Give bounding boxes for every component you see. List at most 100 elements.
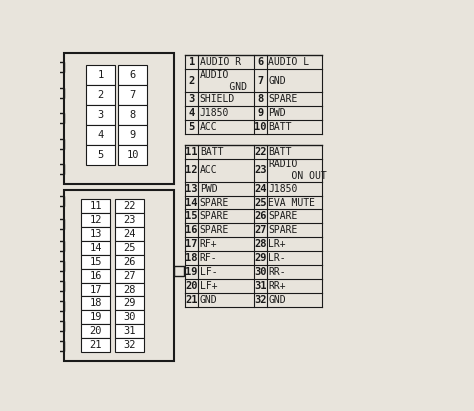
Text: RR+: RR+ bbox=[268, 281, 286, 291]
Text: 16: 16 bbox=[185, 225, 198, 235]
Bar bbox=[55, 196, 64, 206]
Text: 5: 5 bbox=[189, 122, 195, 132]
Text: RR-: RR- bbox=[268, 267, 286, 277]
Text: SPARE: SPARE bbox=[268, 225, 298, 235]
Text: 15: 15 bbox=[90, 257, 102, 267]
Text: 32: 32 bbox=[124, 340, 136, 350]
Text: 2: 2 bbox=[189, 76, 195, 86]
Bar bbox=[81, 227, 110, 241]
Text: 31: 31 bbox=[124, 326, 136, 336]
Text: 22: 22 bbox=[124, 201, 136, 211]
Text: ACC: ACC bbox=[200, 122, 218, 132]
Text: 9: 9 bbox=[130, 130, 136, 140]
Text: 20: 20 bbox=[185, 281, 198, 291]
Bar bbox=[64, 190, 174, 361]
Bar bbox=[115, 310, 145, 324]
Bar bbox=[81, 338, 110, 352]
Bar bbox=[81, 241, 110, 255]
Text: GND: GND bbox=[268, 76, 286, 86]
Text: 6: 6 bbox=[257, 58, 264, 67]
Bar bbox=[55, 301, 64, 311]
Text: 29: 29 bbox=[124, 298, 136, 308]
Text: SHIELD: SHIELD bbox=[200, 95, 235, 104]
Text: 25: 25 bbox=[254, 198, 266, 208]
Text: AUDIO
     GND: AUDIO GND bbox=[200, 70, 247, 92]
Text: 6: 6 bbox=[130, 70, 136, 80]
Bar bbox=[115, 338, 145, 352]
Text: 1: 1 bbox=[189, 58, 195, 67]
Text: 18: 18 bbox=[185, 253, 198, 263]
Text: SPARE: SPARE bbox=[200, 211, 229, 222]
Text: 17: 17 bbox=[90, 284, 102, 295]
Text: 19: 19 bbox=[185, 267, 198, 277]
Bar bbox=[55, 341, 64, 351]
Bar bbox=[55, 164, 64, 174]
Bar bbox=[118, 125, 147, 145]
Text: 13: 13 bbox=[185, 184, 198, 194]
Bar bbox=[115, 227, 145, 241]
Text: 12: 12 bbox=[90, 215, 102, 225]
Text: 22: 22 bbox=[254, 147, 266, 157]
Text: 11: 11 bbox=[185, 147, 198, 157]
Text: 7: 7 bbox=[257, 76, 264, 86]
Text: 13: 13 bbox=[90, 229, 102, 239]
Text: 16: 16 bbox=[90, 271, 102, 281]
Bar bbox=[55, 88, 64, 98]
Text: ACC: ACC bbox=[200, 165, 218, 175]
Text: 28: 28 bbox=[124, 284, 136, 295]
Text: AUDIO L: AUDIO L bbox=[268, 58, 310, 67]
Text: J1850: J1850 bbox=[200, 108, 229, 118]
Bar bbox=[115, 199, 145, 213]
Text: EVA MUTE: EVA MUTE bbox=[268, 198, 315, 208]
Bar bbox=[115, 296, 145, 310]
Text: 27: 27 bbox=[254, 225, 266, 235]
Bar bbox=[115, 324, 145, 338]
Text: 24: 24 bbox=[254, 184, 266, 194]
Bar bbox=[81, 269, 110, 283]
Text: 14: 14 bbox=[185, 198, 198, 208]
Text: 10: 10 bbox=[127, 150, 139, 160]
Text: 23: 23 bbox=[124, 215, 136, 225]
Text: SPARE: SPARE bbox=[268, 211, 298, 222]
Text: 20: 20 bbox=[90, 326, 102, 336]
Bar bbox=[118, 65, 147, 85]
Bar bbox=[81, 199, 110, 213]
Bar bbox=[86, 85, 115, 105]
Bar bbox=[118, 85, 147, 105]
Text: 17: 17 bbox=[185, 239, 198, 249]
Bar bbox=[81, 310, 110, 324]
Bar bbox=[55, 241, 64, 251]
Text: 26: 26 bbox=[254, 211, 266, 222]
Text: 30: 30 bbox=[124, 312, 136, 322]
Text: LF-: LF- bbox=[200, 267, 218, 277]
Text: 7: 7 bbox=[130, 90, 136, 100]
Text: PWD: PWD bbox=[268, 108, 286, 118]
Bar bbox=[86, 125, 115, 145]
Text: 8: 8 bbox=[257, 95, 264, 104]
Text: 24: 24 bbox=[124, 229, 136, 239]
Bar bbox=[55, 281, 64, 291]
Text: 25: 25 bbox=[124, 243, 136, 253]
Text: SPARE: SPARE bbox=[200, 198, 229, 208]
Text: 21: 21 bbox=[90, 340, 102, 350]
Bar bbox=[86, 145, 115, 165]
Text: 15: 15 bbox=[185, 211, 198, 222]
Bar bbox=[115, 241, 145, 255]
Text: SPARE: SPARE bbox=[268, 95, 298, 104]
Text: 14: 14 bbox=[90, 243, 102, 253]
Text: 8: 8 bbox=[130, 110, 136, 120]
Bar bbox=[81, 296, 110, 310]
Text: RF-: RF- bbox=[200, 253, 218, 263]
Text: 10: 10 bbox=[254, 122, 266, 132]
Bar bbox=[115, 269, 145, 283]
Bar bbox=[55, 62, 64, 72]
Bar bbox=[174, 266, 183, 276]
Text: 29: 29 bbox=[254, 253, 266, 263]
Text: BATT: BATT bbox=[268, 147, 292, 157]
Bar bbox=[115, 213, 145, 227]
Text: 9: 9 bbox=[257, 108, 264, 118]
Text: 4: 4 bbox=[189, 108, 195, 118]
Text: 1: 1 bbox=[97, 70, 104, 80]
Bar bbox=[55, 113, 64, 123]
Text: RF+: RF+ bbox=[200, 239, 218, 249]
